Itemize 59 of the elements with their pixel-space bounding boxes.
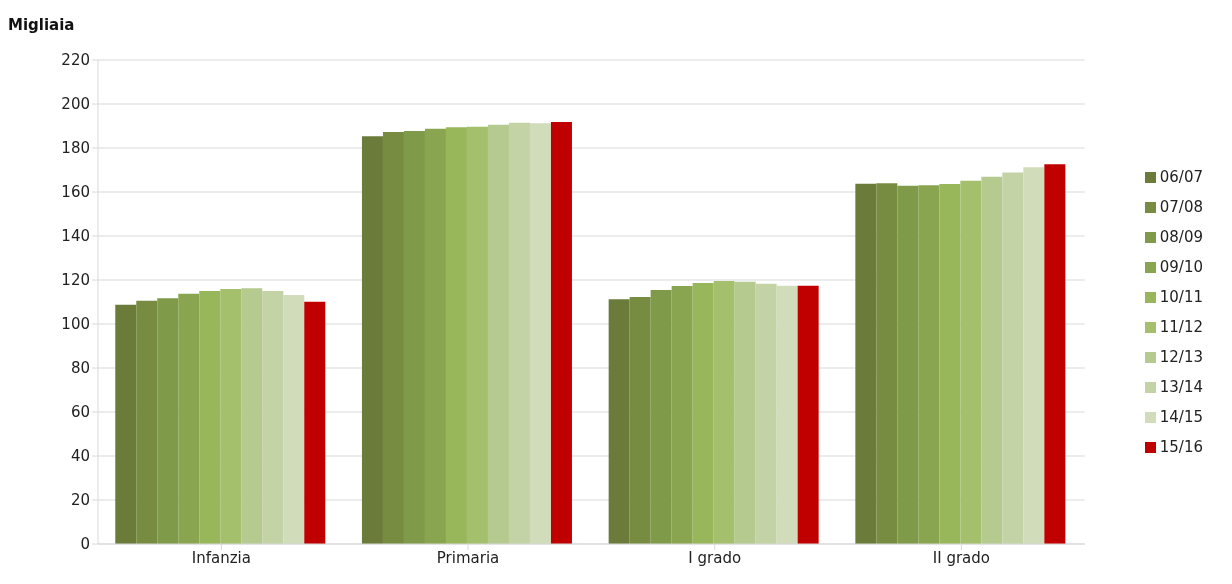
x-tick-label: Infanzia (191, 548, 251, 567)
y-tick-label: 160 (61, 183, 90, 202)
legend-label: 08/09 (1159, 228, 1203, 246)
y-axis-title: Migliaia (8, 16, 75, 34)
bar (529, 123, 551, 544)
bar (876, 183, 898, 544)
bar (199, 291, 221, 544)
bar (713, 280, 735, 544)
bar (855, 183, 877, 544)
legend-label: 14/15 (1159, 408, 1203, 426)
legend-label: 07/08 (1159, 198, 1203, 216)
bar (283, 294, 305, 544)
y-tick-label: 60 (70, 403, 90, 422)
bar (136, 300, 158, 544)
bar (445, 127, 467, 544)
bar (361, 136, 383, 544)
y-tick-label: 200 (61, 95, 90, 114)
bar (981, 176, 1003, 544)
legend-label: 10/11 (1159, 288, 1203, 306)
y-tick-label: 40 (70, 447, 90, 466)
y-tick-label: 20 (70, 491, 90, 510)
bar (734, 281, 756, 544)
bar (382, 131, 404, 544)
y-tick-label: 0 (80, 535, 90, 554)
bar (508, 122, 530, 544)
bar (776, 285, 798, 544)
legend-label: 13/14 (1159, 378, 1203, 396)
legend-label: 09/10 (1159, 258, 1203, 276)
x-tick-label: Primaria (436, 548, 500, 567)
bar (608, 299, 630, 544)
y-tick-label: 140 (61, 227, 90, 246)
bar (487, 124, 509, 544)
x-tick-label: II grado (932, 548, 991, 567)
legend-label: 12/13 (1159, 348, 1203, 366)
bar (304, 301, 326, 544)
bar (115, 304, 137, 544)
y-tick-label: 220 (61, 51, 90, 70)
bar (1044, 164, 1066, 544)
bar (220, 289, 242, 544)
y-tick-label: 180 (61, 139, 90, 158)
bar (629, 296, 651, 544)
bar (1023, 167, 1045, 544)
bar (466, 126, 488, 544)
legend-label: 11/12 (1159, 318, 1203, 336)
bar (960, 180, 982, 544)
bar (1002, 172, 1024, 544)
legend-label: 06/07 (1159, 168, 1203, 186)
bar (797, 285, 819, 544)
bar (692, 283, 714, 544)
bar (241, 288, 263, 544)
bar (755, 283, 777, 544)
y-tick-label: 120 (61, 271, 90, 290)
bar (939, 184, 961, 544)
x-tick-label: I grado (688, 548, 742, 567)
y-tick-label: 80 (70, 359, 90, 378)
bar (262, 291, 284, 544)
y-tick-label: 100 (61, 315, 90, 334)
bar (550, 122, 572, 544)
legend-label: 15/16 (1159, 438, 1203, 456)
